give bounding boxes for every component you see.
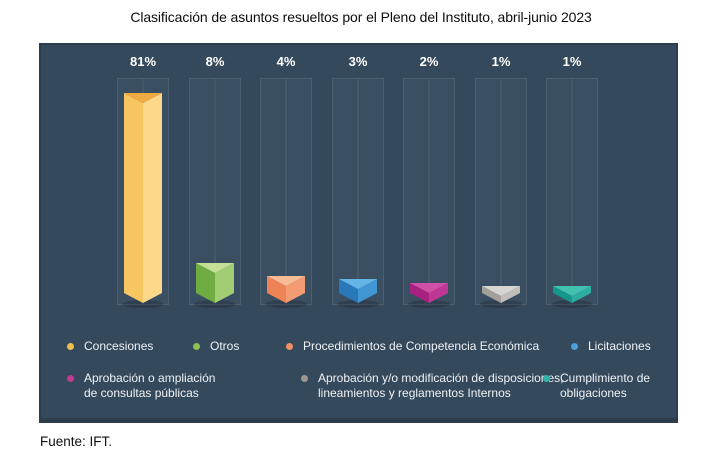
legend-label: Cumplimiento de obligaciones	[560, 371, 651, 400]
bar-column-2: 8%	[179, 54, 251, 310]
bar-shadow	[337, 300, 379, 308]
bar-prism	[553, 286, 591, 303]
bar-value-label: 1%	[562, 54, 582, 69]
bar-shadow	[194, 300, 236, 308]
bar-shadow	[122, 300, 164, 308]
legend-item-3: Procedimientos de Competencia Económica	[286, 339, 539, 354]
bar-shadow	[551, 300, 593, 308]
bar-column-6: 1%	[465, 54, 537, 310]
bar-graphic	[189, 78, 241, 308]
bar-column-3: 4%	[250, 54, 322, 310]
bar-column-4: 3%	[322, 54, 394, 310]
bar-graphic	[117, 78, 169, 308]
bar-prism	[339, 279, 377, 303]
legend-dot	[286, 343, 293, 350]
legend-label: Procedimientos de Competencia Económica	[303, 339, 540, 353]
bar-value-label: 81%	[129, 54, 157, 69]
legend-label: Licitaciones	[588, 339, 651, 353]
bar-prism	[196, 263, 234, 303]
chart-panel: 81% Concesiones 8% Otros 4% Procedimientos de…	[39, 43, 678, 423]
bar-column-1: 81%	[107, 54, 179, 310]
bar-prism	[410, 283, 448, 303]
legend-dot	[193, 343, 200, 350]
bar-shadow	[265, 300, 307, 308]
legend-item-7: Cumplimiento de obligaciones	[543, 371, 650, 401]
bar-value-label: 3%	[348, 54, 368, 69]
page-title: Clasificación de asuntos resueltos por e…	[130, 9, 592, 25]
legend-item-1: Concesiones	[67, 339, 153, 354]
legend-label: Concesiones	[84, 339, 154, 353]
bar-graphic	[546, 78, 598, 308]
legend-item-5: Aprobación o ampliación de consultas públ…	[67, 371, 215, 401]
source-note: Fuente: IFT.	[40, 434, 113, 449]
legend-label: Aprobación o ampliación de consultas públ…	[84, 371, 216, 400]
bar-graphic	[260, 78, 312, 308]
legend-dot	[543, 375, 550, 382]
bar-graphic	[403, 78, 455, 308]
legend-label: Otros	[210, 339, 240, 353]
legend-item-6: Aprobación y/o modificación de disposici…	[301, 371, 563, 401]
legend-label: Aprobación y/o modificación de disposici…	[318, 371, 564, 400]
bar-prism	[124, 93, 162, 303]
bar-column-5: 2%	[393, 54, 465, 310]
bar-value-label: 4%	[276, 54, 296, 69]
legend-item-2: Otros	[193, 339, 239, 354]
legend-item-4: Licitaciones	[571, 339, 651, 354]
bar-graphic	[332, 78, 384, 308]
bar-graphic	[475, 78, 527, 308]
bar-shadow	[408, 300, 450, 308]
bar-column-7: 1%	[536, 54, 608, 310]
legend-dot	[571, 343, 578, 350]
legend-dot	[67, 375, 74, 382]
bar-value-label: 2%	[419, 54, 439, 69]
bar-value-label: 1%	[491, 54, 511, 69]
legend-dot	[301, 375, 308, 382]
bar-prism	[482, 286, 520, 303]
bar-prism	[267, 276, 305, 303]
bar-shadow	[480, 300, 522, 308]
legend-dot	[67, 343, 74, 350]
bar-value-label: 8%	[205, 54, 225, 69]
